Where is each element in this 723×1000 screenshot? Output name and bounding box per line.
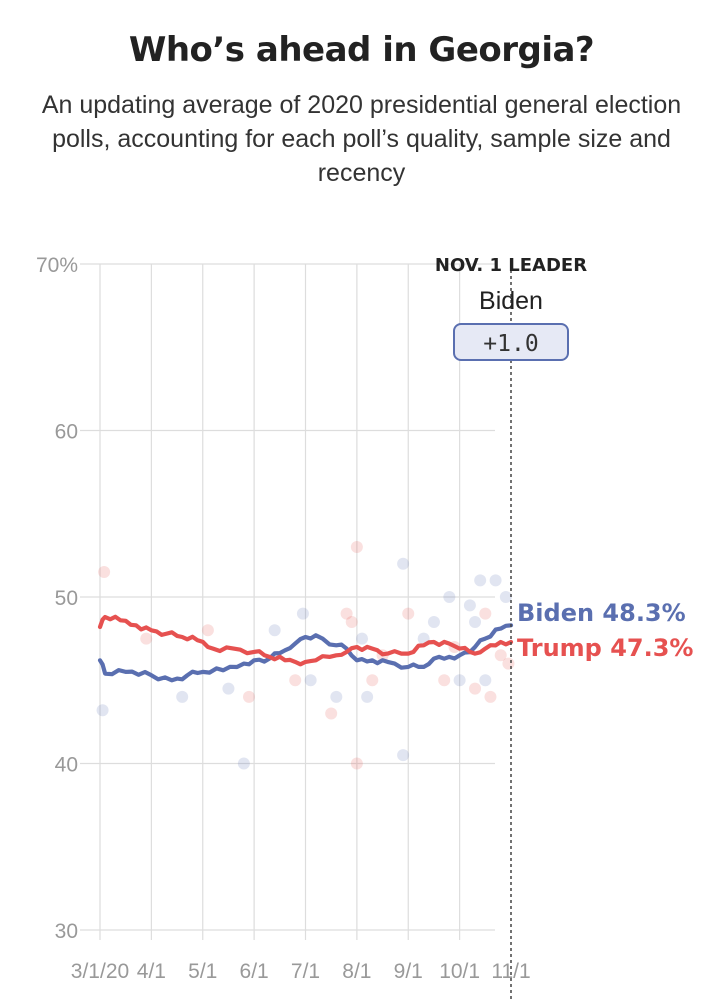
leader-callout: NOV. 1 LEADER Biden +1.0 [435,255,587,361]
trump-average-line [97,614,514,667]
y-tick-label: 40 [55,754,78,777]
poll-dot [242,690,255,703]
poll-dot [489,574,502,587]
poll-dot [427,615,440,628]
poll-dot [366,674,379,687]
chart-title: Who’s ahead in Georgia? [128,30,595,70]
poll-dot [402,607,415,620]
poll-dot [479,607,492,620]
poll-dot [502,657,515,670]
poll-dot [474,574,487,587]
poll-dot [469,682,482,695]
x-tick-label: 10/1 [439,960,480,983]
x-tick-label: 5/1 [188,960,217,983]
leader-margin-value: +1.0 [483,331,538,357]
x-tick-label: 11/1 [491,960,530,983]
poll-dot [296,607,309,620]
chart-subtitle: An updating average of 2020 presidential… [41,91,682,187]
y-tick-label: 60 [55,421,78,444]
x-tick-label: 7/1 [291,960,320,983]
poll-dot [201,624,214,637]
leader-margin-badge [453,323,569,361]
poll-dot [350,541,363,554]
poll-dot [237,757,250,770]
biden-end-label: Biden 48.3% [517,599,686,627]
x-tick-label: 6/1 [240,960,269,983]
grid-layer [80,263,495,940]
poll-dot [330,690,343,703]
poll-dot [356,632,369,645]
biden-average-line [97,623,514,683]
trump-end-label: Trump 47.3% [517,634,693,662]
poll-dot [345,615,358,628]
y-tick-label: 30 [55,920,78,943]
poll-dot [222,682,235,695]
poll-dot [268,624,281,637]
poll-dot [350,757,363,770]
poll-dot [140,632,153,645]
x-tick-label: 3/1/20 [71,960,129,983]
poll-dot [469,615,482,628]
poll-dot [96,704,109,717]
poll-dot [479,674,492,687]
poll-dot [340,607,353,620]
axis-labels-layer: 70% 60 50 40 30 3/1/20 4/1 5/1 6/1 7/1 8/1 9/1 10/1 1… [36,254,531,983]
leader-name: Biden [479,287,543,315]
poll-dot [361,690,374,703]
poll-dot [304,674,317,687]
y-tick-label: 70% [36,254,78,277]
poll-dot [438,674,451,687]
poll-dot [289,674,302,687]
average-lines-layer [97,614,514,683]
poll-dot [176,690,189,703]
poll-dot [397,557,410,570]
poll-dot [98,566,111,579]
poll-dot [453,674,466,687]
poll-dot [484,690,497,703]
y-tick-label: 50 [55,587,78,610]
x-tick-label: 9/1 [394,960,423,983]
leader-heading: NOV. 1 LEADER [435,255,587,276]
x-tick-label: 8/1 [342,960,371,983]
poll-dot [325,707,338,720]
poll-dot [397,749,410,762]
poll-dot [463,599,476,612]
poll-dot [499,591,512,603]
x-tick-label: 4/1 [137,960,166,983]
poll-dot [443,591,456,603]
poll-dot [494,649,507,662]
